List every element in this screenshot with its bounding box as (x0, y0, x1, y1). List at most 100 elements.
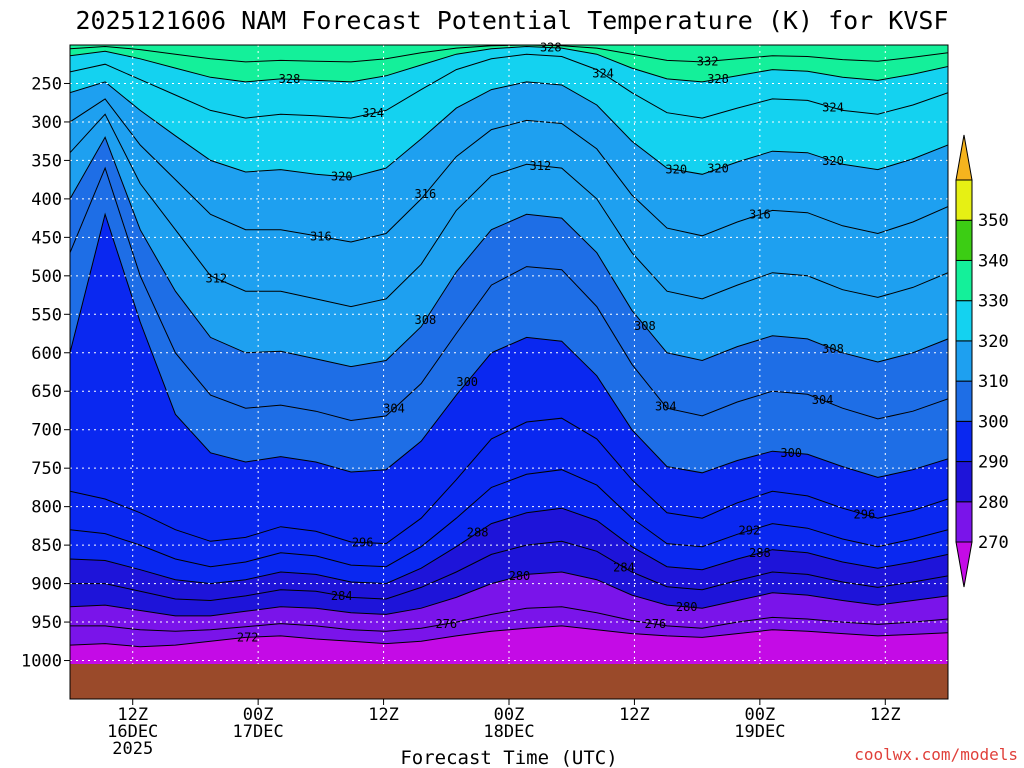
contour-292 (70, 469, 948, 568)
y-tick-label: 600 (31, 344, 62, 364)
x-tick-label: 00Z (744, 705, 775, 725)
contour-label: 300 (456, 375, 478, 389)
contour-label: 280 (509, 569, 531, 583)
x-tick-label: 00Z (494, 705, 525, 725)
contour-label: 320 (331, 170, 353, 184)
chart-title: 2025121606 NAM Forecast Potential Temper… (76, 6, 949, 35)
y-tick-label: 250 (31, 74, 62, 94)
theta-fills (70, 45, 948, 699)
contour-328 (70, 45, 948, 83)
contour-labels: 328 324 332 328 324 324 328 320 320 316 312 320 320 3… (205, 41, 875, 645)
colorbar-tick-label: 350 (978, 211, 1009, 231)
colorbar-top-arrow (955, 134, 973, 181)
terrain-surface (70, 664, 948, 699)
contour-label: 316 (415, 187, 437, 201)
colorbar-band (955, 219, 973, 261)
contour-label: 292 (739, 524, 761, 538)
x-tick-label: 12Z (870, 705, 901, 725)
contour-label: 320 (822, 154, 844, 168)
y-tick-label: 950 (31, 613, 62, 633)
y-tick-label: 400 (31, 190, 62, 210)
colorbar-tick-label: 280 (978, 493, 1009, 513)
x-tick-label: 19DEC (734, 722, 785, 742)
contour-label: 308 (822, 342, 844, 356)
contour-272 (70, 625, 948, 648)
y-tick-label: 350 (31, 151, 62, 171)
contour-label: 320 (665, 163, 687, 177)
contour-308 (70, 136, 948, 368)
colorbar-band (955, 501, 973, 543)
y-tick-label: 900 (31, 575, 62, 595)
y-axis: 250 300 350 400 450 500 550 600 650 700 750 800 850 9… (21, 74, 70, 672)
y-tick-label: 300 (31, 113, 62, 133)
y-tick-label: 450 (31, 228, 62, 248)
contour-label: 328 (540, 41, 562, 55)
colorbar-band (955, 300, 973, 342)
contour-label: 304 (383, 402, 405, 416)
contour-288 (70, 507, 948, 585)
x-tick-label: 2025 (112, 739, 153, 759)
colorbar-bottom-arrow (955, 541, 973, 588)
colorbar-tick-label: 310 (978, 372, 1009, 392)
y-tick-label: 500 (31, 267, 62, 287)
colorbar-tick-label: 320 (978, 332, 1009, 352)
contour-label: 328 (707, 72, 729, 86)
contour-label: 276 (644, 617, 666, 631)
y-tick-label: 550 (31, 305, 62, 325)
colorbar-band (955, 461, 973, 503)
colorbar-band (955, 420, 973, 463)
x-tick-label: 16DEC (107, 722, 158, 742)
colorbar: 270 280 290 300 310 320 330 340 350 (955, 134, 1009, 588)
x-tick-label: 12Z (117, 705, 148, 725)
contour-label: 288 (749, 546, 771, 560)
colorbar-tick-label: 330 (978, 292, 1009, 312)
colorbar-band (955, 259, 973, 302)
contour-label: 316 (310, 230, 332, 244)
y-tick-label: 850 (31, 536, 62, 556)
contour-label: 304 (655, 400, 677, 414)
contour-label: 300 (780, 446, 802, 460)
contour-label: 276 (435, 617, 457, 631)
x-tick-label: 18DEC (483, 722, 534, 742)
plot-area (70, 45, 948, 699)
contour-label: 288 (467, 526, 489, 540)
colorbar-band (955, 179, 973, 221)
x-tick-label: 17DEC (233, 722, 284, 742)
contour-label: 272 (237, 630, 259, 644)
contour-label: 296 (854, 507, 876, 521)
contour-label: 296 (352, 536, 374, 550)
y-tick-label: 700 (31, 421, 62, 441)
y-tick-label: 750 (31, 459, 62, 479)
colorbar-tick-label: 340 (978, 251, 1009, 271)
colorbar-band (955, 380, 973, 422)
x-tick-label: 00Z (243, 705, 274, 725)
y-tick-label: 1000 (21, 652, 62, 672)
x-tick-label: 12Z (368, 705, 399, 725)
colorbar-tick-label: 270 (978, 533, 1009, 553)
grid-lines (70, 45, 948, 699)
y-tick-label: 650 (31, 382, 62, 402)
contour-320 (70, 81, 948, 178)
contour-324 (70, 53, 948, 119)
colorbar-band (955, 340, 973, 382)
contour-label: 312 (530, 159, 552, 173)
contour-label: 324 (362, 106, 384, 120)
contour-label: 328 (279, 72, 301, 86)
contour-276 (70, 606, 948, 632)
contour-label: 308 (634, 319, 656, 333)
x-axis-title: Forecast Time (UTC) (400, 747, 617, 768)
contour-label: 316 (749, 208, 771, 222)
contour-label: 324 (592, 67, 614, 81)
credit-text: coolwx.com/models (854, 745, 1018, 764)
contour-label: 324 (822, 101, 844, 115)
contour-312 (70, 113, 948, 308)
contour-label: 280 (676, 600, 698, 614)
contour-label: 284 (613, 560, 635, 574)
fill-band-332 (70, 45, 948, 62)
contour-label: 284 (331, 589, 353, 603)
colorbar-tick-label: 290 (978, 453, 1009, 473)
colorbar-tick-label: 300 (978, 412, 1009, 432)
contour-label: 312 (205, 271, 227, 285)
